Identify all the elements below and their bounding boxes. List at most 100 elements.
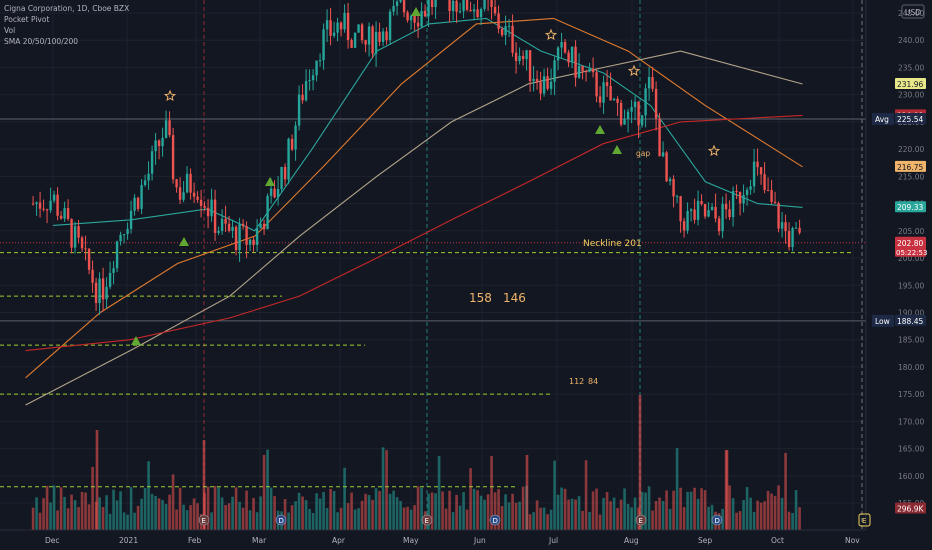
- candle-body: [206, 207, 210, 217]
- volume-bar: [196, 503, 199, 530]
- time-axis-labels: Dec 2021 Feb Mar Apr May Jun Jul Aug Sep Oct Nov: [45, 536, 860, 545]
- candle-body: [591, 68, 595, 73]
- candle-body: [213, 199, 217, 233]
- candle-body: [647, 77, 651, 89]
- price-badge: [895, 236, 926, 257]
- volume-bar: [444, 508, 448, 530]
- candle-body: [518, 55, 521, 62]
- volume-bar: [108, 513, 112, 530]
- candle-body: [357, 24, 360, 33]
- volume-bar: [710, 504, 714, 530]
- candle-body: [315, 60, 318, 76]
- volume-bar: [294, 501, 297, 530]
- volume-bar: [63, 496, 66, 530]
- volume-bar: [178, 487, 182, 530]
- candle-body: [129, 210, 133, 229]
- price-badge-text: 202.80: [897, 239, 923, 248]
- volume-spike: [725, 450, 729, 530]
- time-label: Dec: [45, 536, 60, 545]
- candle-body: [528, 50, 532, 82]
- candle-body: [619, 102, 623, 125]
- candle-body: [500, 28, 504, 36]
- volume-bar: [605, 491, 609, 530]
- volume-bar: [616, 507, 619, 530]
- candle-body: [521, 55, 525, 60]
- legend-indicator-1[interactable]: Pocket Pivot: [4, 15, 50, 24]
- candle-body: [707, 210, 710, 217]
- candle-body: [84, 248, 87, 250]
- volume-bar: [329, 488, 332, 530]
- time-label: Jun: [473, 536, 486, 545]
- volume-bar: [318, 498, 322, 530]
- volume-bar: [798, 507, 801, 530]
- price-tick: 195.00: [898, 281, 924, 290]
- candle-body: [339, 22, 343, 30]
- volume-bar: [462, 492, 465, 530]
- legend-indicator-3[interactable]: SMA 20/50/100/200: [4, 37, 79, 46]
- event-icon: [421, 514, 433, 526]
- legend-indicator-2[interactable]: Vol: [4, 26, 16, 35]
- time-label: Apr: [332, 536, 346, 545]
- candle-body: [738, 192, 742, 204]
- candle-body: [637, 101, 640, 126]
- annotation-number-1: 158: [469, 291, 492, 305]
- candle-body: [465, 0, 469, 10]
- candle-body: [700, 200, 703, 205]
- candle-body: [231, 226, 234, 231]
- volume-bar: [122, 512, 126, 530]
- pocket-pivot-marker: [265, 177, 275, 186]
- volume-bar: [413, 505, 416, 530]
- candle-body: [269, 188, 273, 196]
- candle-body: [553, 60, 556, 82]
- volume-bar: [696, 498, 700, 530]
- volume-bar: [87, 504, 91, 530]
- price-badge-text: 209.33: [897, 203, 923, 212]
- candle-body: [350, 40, 353, 48]
- currency-box[interactable]: [901, 4, 925, 19]
- volume-bar: [728, 485, 731, 530]
- candle-body: [413, 15, 416, 23]
- volume-bar: [486, 494, 490, 530]
- volume-bar: [682, 507, 686, 530]
- candle-body: [479, 9, 483, 18]
- volume-bar: [399, 500, 402, 530]
- pocket-pivot-marker: [411, 7, 421, 16]
- candle-body: [651, 77, 654, 89]
- volume-bar: [311, 512, 315, 530]
- candle-body: [122, 234, 126, 236]
- candle-body: [332, 32, 336, 36]
- volume-bar: [472, 488, 476, 530]
- candle-body: [773, 201, 777, 204]
- candle-body: [525, 50, 528, 60]
- earnings-toggle-icon[interactable]: [858, 513, 871, 527]
- volume-bar: [406, 506, 409, 530]
- volume-bar: [409, 509, 413, 530]
- volume-bar: [115, 500, 119, 530]
- volume-spike: [202, 440, 206, 530]
- candle-body: [490, 0, 493, 7]
- candle-body: [556, 47, 560, 61]
- volume-bar: [476, 490, 479, 530]
- event-icon: [711, 514, 723, 526]
- price-tick: 230.00: [898, 91, 924, 100]
- candle-body: [686, 211, 689, 231]
- volume-bar: [353, 509, 357, 530]
- volume-bar: [647, 486, 651, 530]
- price-badge-text: 296.9K: [897, 504, 924, 513]
- volume-bar: [371, 499, 374, 530]
- badge-label-bg: [872, 314, 894, 327]
- candle-body: [374, 31, 378, 54]
- candle-body: [661, 152, 665, 157]
- volume-bar: [133, 512, 136, 530]
- volume-bar: [787, 511, 791, 530]
- candle-body: [49, 200, 52, 211]
- price-tick: 245.00: [898, 9, 924, 18]
- candle-body: [150, 151, 154, 174]
- candle-body: [395, 1, 399, 7]
- candle-body: [227, 223, 231, 231]
- candle-body: [224, 218, 227, 224]
- volume-bar: [654, 501, 658, 530]
